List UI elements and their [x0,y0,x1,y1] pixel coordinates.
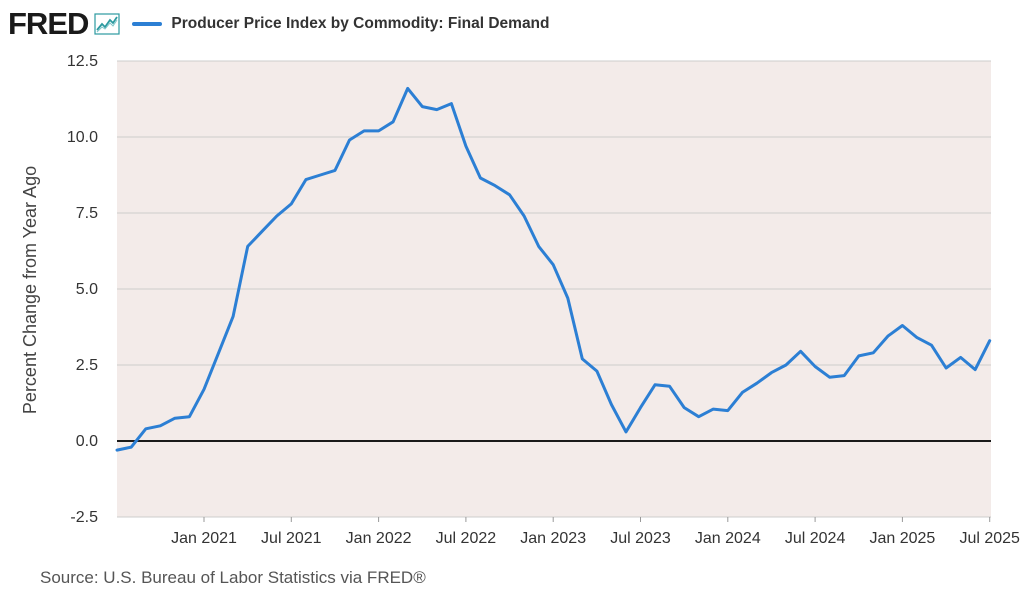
data-point[interactable] [856,353,862,359]
y-tick-label: -2.5 [70,509,98,526]
data-point[interactable] [972,367,978,373]
y-tick-label: 10.0 [67,129,98,146]
data-point[interactable] [958,354,964,360]
series-line[interactable] [115,86,992,452]
header: FRED Producer Price Index by Commodity: … [8,4,550,44]
data-point[interactable] [463,143,469,149]
x-tick-label: Jan 2025 [869,530,935,547]
data-point[interactable] [332,167,338,173]
data-point[interactable] [929,342,935,348]
data-point[interactable] [725,408,731,414]
data-point[interactable] [317,172,323,178]
data-point[interactable] [652,382,658,388]
data-point[interactable] [696,414,702,420]
data-point[interactable] [288,201,294,207]
data-point[interactable] [361,128,367,134]
data-point[interactable] [507,192,513,198]
y-tick-label: 2.5 [76,357,98,374]
data-point[interactable] [172,415,178,421]
y-axis-title: Percent Change from Year Ago [20,166,40,414]
data-point[interactable] [157,423,163,429]
data-point[interactable] [681,405,687,411]
fred-logo[interactable]: FRED [8,6,89,41]
source-citation: Source: U.S. Bureau of Labor Statistics … [40,568,426,587]
data-point[interactable] [899,322,905,328]
data-point[interactable] [783,362,789,368]
data-point[interactable] [550,262,556,268]
data-point[interactable] [114,447,120,453]
data-point[interactable] [448,101,454,107]
y-tick-label: 0.0 [76,433,98,450]
x-tick-label: Jan 2022 [346,530,412,547]
data-point[interactable] [987,338,993,344]
data-point[interactable] [594,368,600,374]
legend: Producer Price Index by Commodity: Final… [132,15,550,33]
data-point[interactable] [667,383,673,389]
data-point[interactable] [492,183,498,189]
data-point[interactable] [390,119,396,125]
x-tick-label: Jan 2024 [695,530,761,547]
data-point[interactable] [768,370,774,376]
data-point[interactable] [608,402,614,408]
data-point[interactable] [477,175,483,181]
x-tick-label: Jul 2022 [436,530,497,547]
x-tick-label: Jul 2025 [959,530,1020,547]
data-point[interactable] [128,444,134,450]
line-chart-icon [94,13,120,35]
data-point[interactable] [841,373,847,379]
data-point[interactable] [216,350,222,356]
data-point[interactable] [245,243,251,249]
data-point[interactable] [885,333,891,339]
y-tick-label: 12.5 [67,53,98,70]
data-point[interactable] [827,374,833,380]
data-point[interactable] [710,406,716,412]
data-point[interactable] [259,228,265,234]
data-point[interactable] [623,429,629,435]
data-point[interactable] [739,389,745,395]
data-point[interactable] [274,213,280,219]
data-point[interactable] [638,405,644,411]
y-tick-label: 5.0 [76,281,98,298]
x-tick-label: Jan 2023 [520,530,586,547]
data-point[interactable] [376,128,382,134]
legend-label[interactable]: Producer Price Index by Commodity: Final… [171,15,550,32]
data-point[interactable] [347,137,353,143]
x-tick-label: Jan 2021 [171,530,237,547]
data-point[interactable] [798,348,804,354]
data-point[interactable] [812,364,818,370]
data-point[interactable] [419,104,425,110]
legend-swatch [132,22,163,26]
data-point[interactable] [579,356,585,362]
data-point[interactable] [521,213,527,219]
data-point[interactable] [754,380,760,386]
data-point[interactable] [186,414,192,420]
data-point[interactable] [143,426,149,432]
data-point[interactable] [870,350,876,356]
data-point[interactable] [303,177,309,183]
x-tick-label: Jul 2023 [610,530,671,547]
data-point[interactable] [405,85,411,91]
y-tick-label: 7.5 [76,205,98,222]
data-point[interactable] [201,386,207,392]
x-tick-label: Jul 2021 [261,530,322,547]
data-point[interactable] [536,243,542,249]
data-point[interactable] [914,335,920,341]
data-point[interactable] [943,365,949,371]
data-point[interactable] [230,313,236,319]
x-tick-label: Jul 2024 [785,530,846,547]
data-point[interactable] [434,107,440,113]
data-point[interactable] [565,295,571,301]
